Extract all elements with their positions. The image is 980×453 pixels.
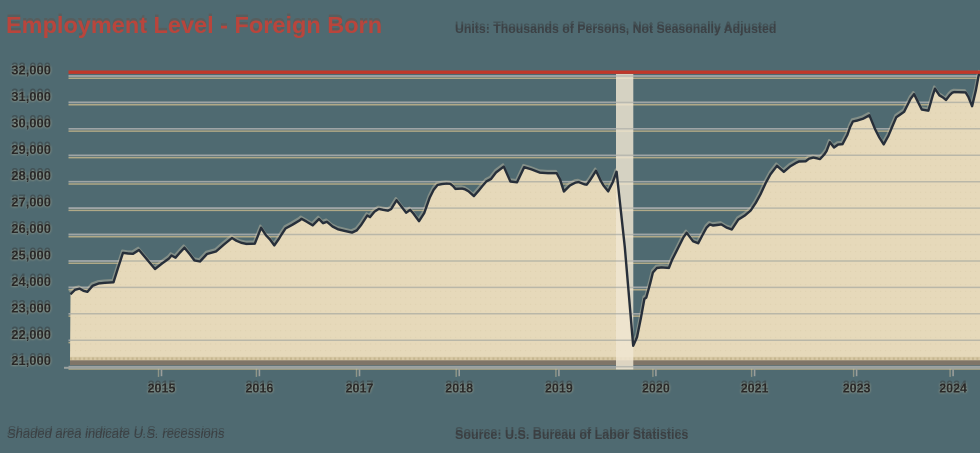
svg-text:27,000: 27,000 <box>11 195 51 210</box>
svg-text:21,000: 21,000 <box>11 353 51 368</box>
svg-text:2024: 2024 <box>939 382 967 396</box>
svg-text:29,000: 29,000 <box>11 142 51 157</box>
svg-text:24,000: 24,000 <box>11 274 51 289</box>
svg-text:26,000: 26,000 <box>11 221 51 236</box>
svg-text:32,000: 32,000 <box>11 63 51 78</box>
svg-text:23,000: 23,000 <box>11 300 51 315</box>
svg-text:2017: 2017 <box>346 382 374 396</box>
svg-text:2020: 2020 <box>642 382 670 396</box>
svg-text:28,000: 28,000 <box>11 168 51 183</box>
svg-text:31,000: 31,000 <box>11 89 51 104</box>
svg-text:2016: 2016 <box>245 382 273 396</box>
svg-text:30,000: 30,000 <box>11 115 51 130</box>
svg-text:25,000: 25,000 <box>11 248 51 263</box>
svg-text:2021: 2021 <box>741 382 769 396</box>
svg-text:2015: 2015 <box>148 382 176 396</box>
svg-text:22,000: 22,000 <box>11 327 51 342</box>
svg-text:2019: 2019 <box>545 382 573 396</box>
svg-text:2018: 2018 <box>445 382 473 396</box>
svg-text:2023: 2023 <box>843 382 871 396</box>
